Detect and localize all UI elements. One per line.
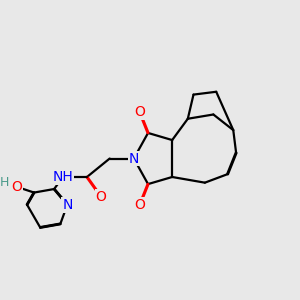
Text: O: O: [12, 180, 22, 194]
Text: O: O: [96, 190, 106, 204]
Text: NH: NH: [52, 170, 73, 184]
Text: N: N: [129, 152, 139, 166]
Text: H: H: [0, 176, 9, 189]
Text: O: O: [134, 198, 145, 212]
Text: N: N: [62, 198, 73, 212]
Text: O: O: [134, 105, 145, 118]
